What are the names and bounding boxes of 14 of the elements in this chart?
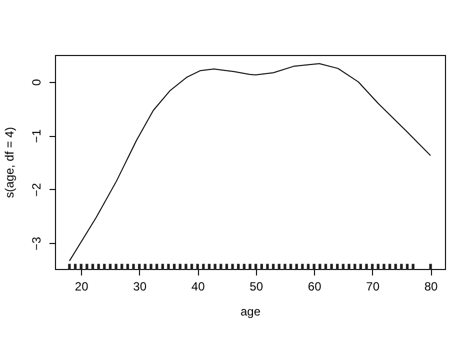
y-tick-label: 0 <box>30 78 44 86</box>
y-tick-label: −3 <box>30 236 44 251</box>
x-tick-label: 20 <box>74 280 89 294</box>
x-tick-label: 30 <box>133 280 147 294</box>
y-axis-title: s(age, df = 4) <box>2 126 16 198</box>
y-tick-label: −1 <box>30 128 44 143</box>
x-tick-label: 70 <box>366 280 380 294</box>
y-tick-label: −2 <box>30 182 44 197</box>
x-tick-label: 60 <box>308 280 322 294</box>
line-series <box>68 63 432 262</box>
x-axis-title: age <box>240 304 261 318</box>
x-tick-label: 50 <box>250 280 264 294</box>
x-tick-label: 40 <box>191 280 206 294</box>
x-tick-label: 80 <box>424 280 438 294</box>
